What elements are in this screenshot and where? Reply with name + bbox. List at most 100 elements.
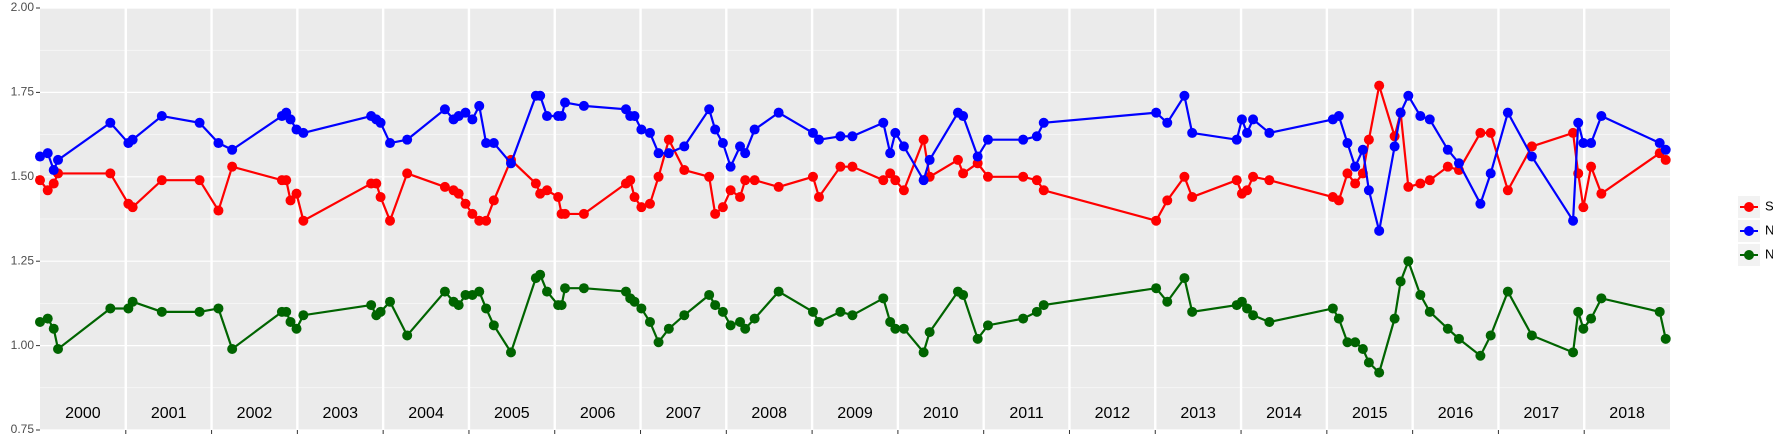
point <box>1231 134 1242 145</box>
point <box>749 124 760 135</box>
point <box>553 192 564 203</box>
point <box>1526 141 1537 152</box>
point <box>1242 303 1253 314</box>
point <box>1502 107 1513 118</box>
point <box>35 151 45 162</box>
point <box>1475 350 1486 361</box>
point <box>663 323 674 334</box>
point <box>530 178 541 189</box>
point <box>213 303 224 314</box>
point <box>1363 185 1374 196</box>
point <box>1187 127 1198 138</box>
point <box>1586 138 1597 149</box>
point <box>717 138 728 149</box>
year-label: 2011 <box>1009 405 1044 422</box>
point <box>890 127 901 138</box>
point <box>560 97 571 108</box>
point <box>439 286 450 297</box>
year-label: 2005 <box>494 405 530 422</box>
point <box>898 185 909 196</box>
point <box>636 124 647 135</box>
point <box>375 306 386 317</box>
point <box>213 138 224 149</box>
point <box>885 316 896 327</box>
point <box>578 100 589 111</box>
point <box>127 202 138 213</box>
point <box>1342 138 1353 149</box>
point <box>474 100 485 111</box>
point <box>481 215 492 226</box>
point <box>505 158 516 169</box>
point <box>636 202 647 213</box>
point <box>1374 225 1385 236</box>
point <box>542 111 553 122</box>
point <box>773 107 784 118</box>
point <box>474 286 485 297</box>
point <box>972 333 983 344</box>
point <box>710 300 721 311</box>
point <box>1403 256 1414 267</box>
year-label: 2004 <box>408 405 444 422</box>
point <box>281 175 292 186</box>
point <box>53 154 64 165</box>
point <box>1453 333 1464 344</box>
y-tick-label: 0.75 <box>11 422 35 436</box>
point <box>42 313 53 324</box>
year-label: 2007 <box>666 405 702 422</box>
year-label: 2012 <box>1095 405 1131 422</box>
point <box>1442 161 1453 172</box>
point <box>194 306 205 317</box>
point <box>890 323 901 334</box>
point <box>1342 337 1353 348</box>
point <box>1031 131 1042 142</box>
year-label: 2013 <box>1180 405 1216 422</box>
point <box>1018 313 1029 324</box>
point <box>1179 171 1190 182</box>
point <box>453 300 464 311</box>
point <box>1568 215 1579 226</box>
point <box>1502 286 1513 297</box>
point <box>366 300 377 311</box>
point <box>474 215 485 226</box>
point <box>1424 175 1435 186</box>
point <box>542 185 553 196</box>
point <box>1231 175 1242 186</box>
point <box>42 185 53 196</box>
point <box>735 316 746 327</box>
point <box>1333 195 1344 206</box>
point <box>644 198 655 209</box>
point <box>481 303 492 314</box>
point <box>194 175 205 186</box>
point <box>535 90 546 101</box>
point <box>535 269 546 280</box>
point <box>982 134 993 145</box>
point <box>918 175 929 186</box>
legend-dot <box>1744 250 1754 260</box>
point <box>285 195 296 206</box>
point <box>1415 178 1426 189</box>
point <box>644 316 655 327</box>
point <box>1327 303 1338 314</box>
point <box>127 296 138 307</box>
point <box>1242 185 1253 196</box>
point <box>1038 300 1049 311</box>
point <box>1403 90 1414 101</box>
point <box>1502 185 1513 196</box>
point <box>725 320 736 331</box>
point <box>48 178 59 189</box>
point <box>1151 283 1162 294</box>
point <box>958 111 969 122</box>
point <box>1586 313 1597 324</box>
point <box>918 347 929 358</box>
point <box>35 316 45 327</box>
point <box>1018 134 1029 145</box>
point <box>653 171 664 182</box>
y-tick-label: 1.00 <box>11 338 35 352</box>
point <box>679 141 690 152</box>
point <box>885 148 896 159</box>
point <box>53 343 64 354</box>
point <box>227 343 238 354</box>
year-label: 2014 <box>1266 405 1302 422</box>
point <box>460 198 471 209</box>
point <box>460 107 471 118</box>
